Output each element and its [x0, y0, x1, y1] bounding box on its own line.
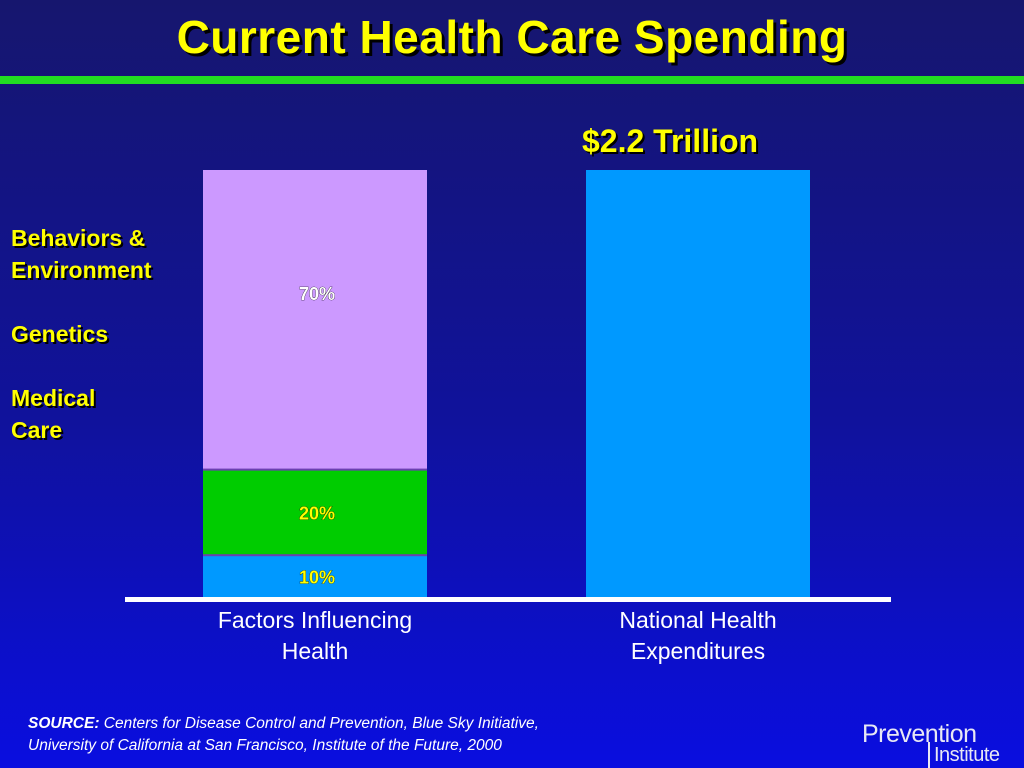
bar-1-segment-1 — [203, 555, 427, 598]
logo-word-institute: Institute — [934, 744, 1000, 766]
source-citation: SOURCE: Centers for Disease Control and … — [28, 713, 539, 757]
data-label-2: 20% — [299, 503, 335, 523]
logo-divider — [928, 742, 930, 768]
segment-separator — [203, 554, 427, 557]
data-label-1: 10% — [299, 568, 335, 588]
bar-1-segment-2 — [203, 469, 427, 556]
expenditure-annotation: $2.2 Trillion — [582, 123, 759, 159]
data-label-3: 70% — [299, 284, 335, 304]
category-label-1: Factors Influencing Health — [217, 607, 413, 664]
category-label-2: National Health Expenditures — [619, 607, 777, 664]
bar-1-segment-3 — [203, 170, 427, 470]
title-divider — [0, 76, 1024, 84]
slide-title: Current Health Care Spending — [176, 11, 848, 63]
logo-word-prevention: Prevention — [862, 720, 977, 748]
source-label: SOURCE: — [28, 715, 100, 732]
legend-item-1: Behaviors & Environment — [11, 225, 152, 283]
source-line-1: Centers for Disease Control and Preventi… — [103, 715, 539, 732]
source-line-2: University of California at San Francisc… — [28, 737, 502, 754]
segment-separator — [203, 468, 427, 471]
legend-item-2: Genetics — [11, 321, 109, 347]
legend-item-3: Medical Care — [11, 385, 96, 443]
x-axis-line — [125, 597, 891, 602]
bar-2-segment-1 — [586, 170, 810, 598]
